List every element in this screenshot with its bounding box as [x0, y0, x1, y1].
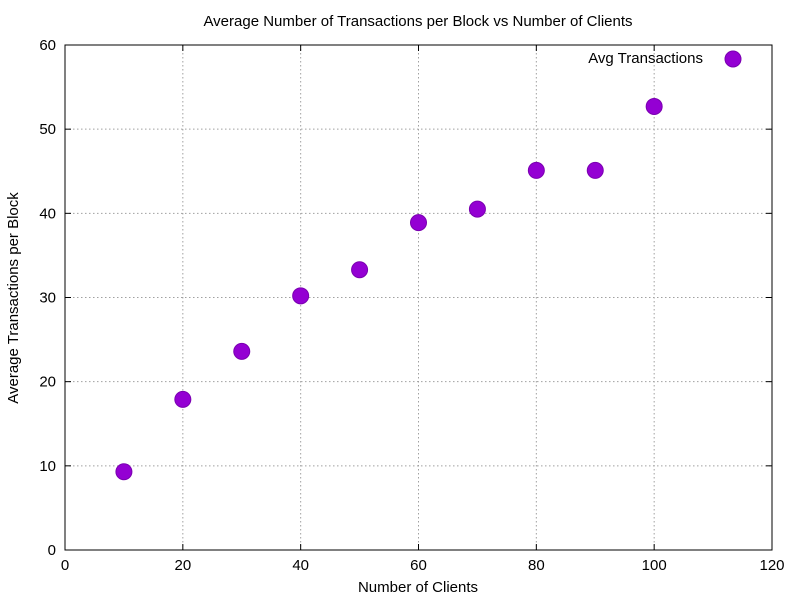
- data-point: [292, 287, 310, 305]
- y-tick-label: 60: [39, 37, 56, 54]
- y-tick-label: 50: [39, 121, 56, 138]
- y-tick-label: 30: [39, 290, 56, 307]
- x-tick-label: 40: [292, 557, 309, 574]
- x-tick-label: 80: [528, 557, 545, 574]
- data-point: [233, 342, 251, 360]
- data-point: [115, 463, 133, 481]
- y-tick-label: 0: [48, 542, 56, 559]
- grid: [65, 45, 772, 550]
- x-tick-label: 100: [642, 557, 667, 574]
- data-points: [115, 97, 663, 481]
- data-point: [645, 97, 663, 115]
- data-point: [468, 200, 486, 218]
- x-tick-label: 120: [759, 557, 784, 574]
- legend: Avg Transactions: [588, 50, 742, 68]
- chart-title: Average Number of Transactions per Block…: [203, 13, 632, 30]
- x-axis-label: Number of Clients: [358, 579, 478, 596]
- data-point: [586, 161, 604, 179]
- y-tick-label: 10: [39, 458, 56, 475]
- legend-label: Avg Transactions: [588, 50, 703, 67]
- y-tick-label: 20: [39, 374, 56, 391]
- data-point: [527, 161, 545, 179]
- legend-marker: [724, 50, 742, 68]
- data-point: [351, 261, 369, 279]
- data-point: [410, 214, 427, 232]
- y-tick-label: 40: [39, 205, 56, 222]
- x-tick-label: 0: [61, 557, 69, 574]
- axis-ticks: 0 20 40 60 80 100 120 0 10 20 30 40 50 60: [39, 37, 784, 574]
- x-tick-label: 20: [174, 557, 191, 574]
- x-tick-label: 60: [410, 557, 427, 574]
- y-axis-label: Average Transactions per Block: [5, 192, 22, 404]
- data-point: [174, 390, 192, 408]
